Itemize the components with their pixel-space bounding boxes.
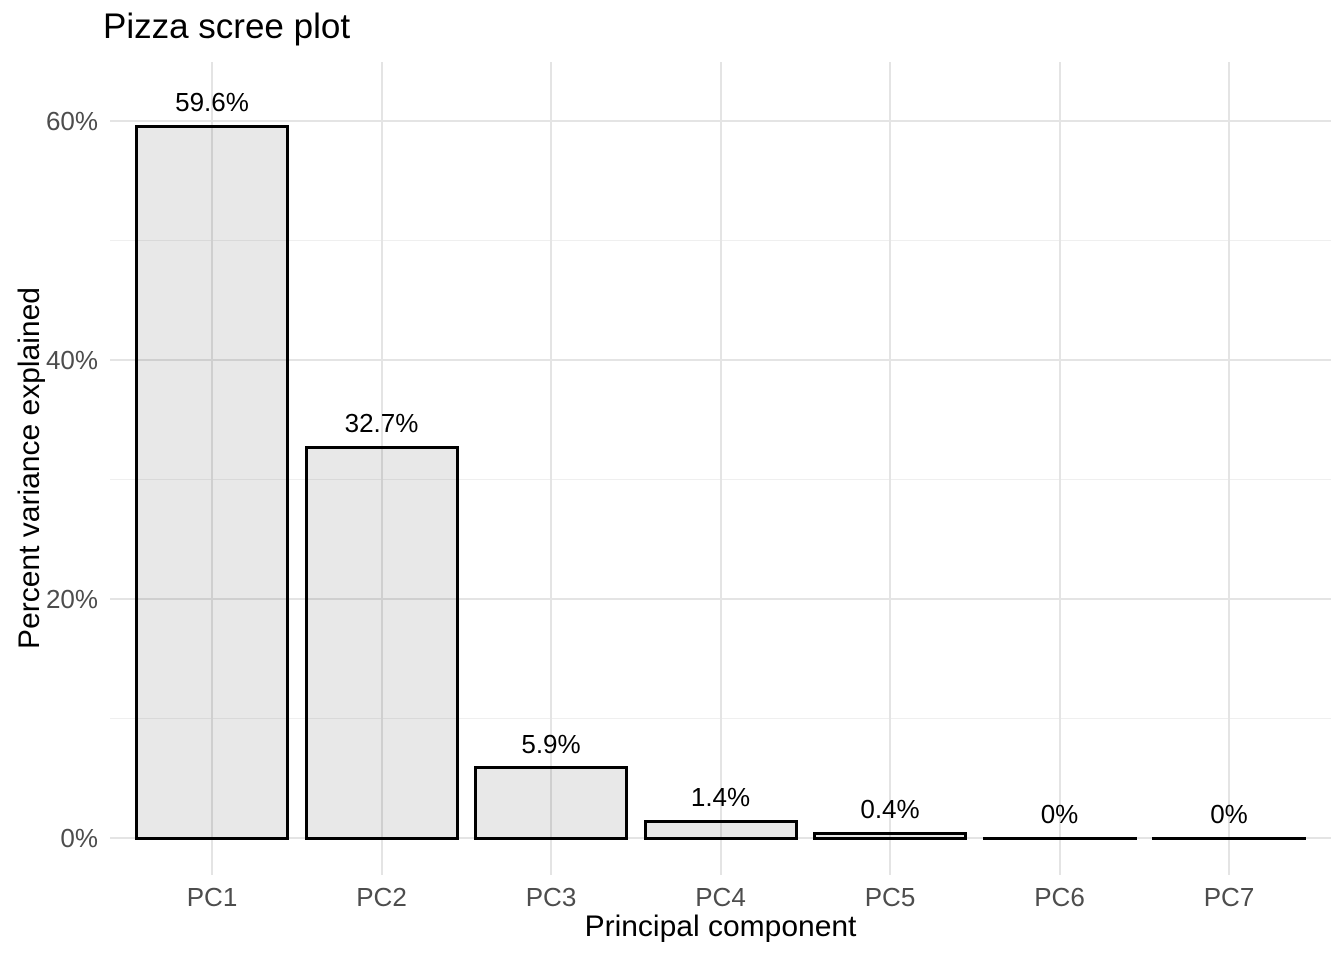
bar-value-label: 1.4% — [690, 782, 751, 813]
bar — [813, 832, 967, 840]
bar-value-label: 0.4% — [860, 794, 920, 825]
x-tick-label: PC4 — [695, 882, 746, 912]
gridline-vertical — [211, 62, 213, 875]
y-tick-label: 20% — [45, 584, 98, 614]
gridline-vertical — [719, 62, 722, 875]
gridline-vertical — [1058, 62, 1061, 875]
chart-title: Pizza scree plot — [103, 7, 351, 46]
gridline-vertical — [380, 62, 383, 875]
bar — [643, 820, 798, 840]
x-axis-title: Principal component — [584, 910, 857, 943]
bar — [982, 837, 1137, 840]
bar-value-label: 0% — [1210, 799, 1248, 829]
bar — [135, 125, 289, 840]
x-tick-label: PC2 — [356, 882, 407, 912]
bar — [1152, 837, 1306, 840]
gridline-vertical — [550, 62, 552, 875]
bar — [474, 766, 628, 840]
x-tick-label: PC7 — [1203, 882, 1255, 912]
bar — [304, 446, 459, 840]
y-tick-label: 40% — [45, 345, 98, 375]
plot-panel: 59.6% 32.7% 5.9% 1.4% 0.4% 0% 0% — [110, 62, 1331, 875]
bar-value-label: 0% — [1040, 799, 1079, 829]
y-tick-label: 60% — [45, 106, 98, 136]
x-tick-label: PC5 — [864, 882, 916, 912]
bar-value-label: 5.9% — [521, 728, 581, 759]
y-tick-label: 0% — [60, 823, 98, 853]
bar-value-label: 32.7% — [344, 408, 419, 439]
x-tick-label: PC3 — [525, 882, 577, 912]
gridline-vertical — [1228, 62, 1230, 875]
gridline-vertical — [889, 62, 891, 875]
bar-value-label: 59.6% — [175, 86, 249, 117]
x-tick-label: PC1 — [186, 882, 238, 912]
x-tick-label: PC6 — [1034, 882, 1085, 912]
